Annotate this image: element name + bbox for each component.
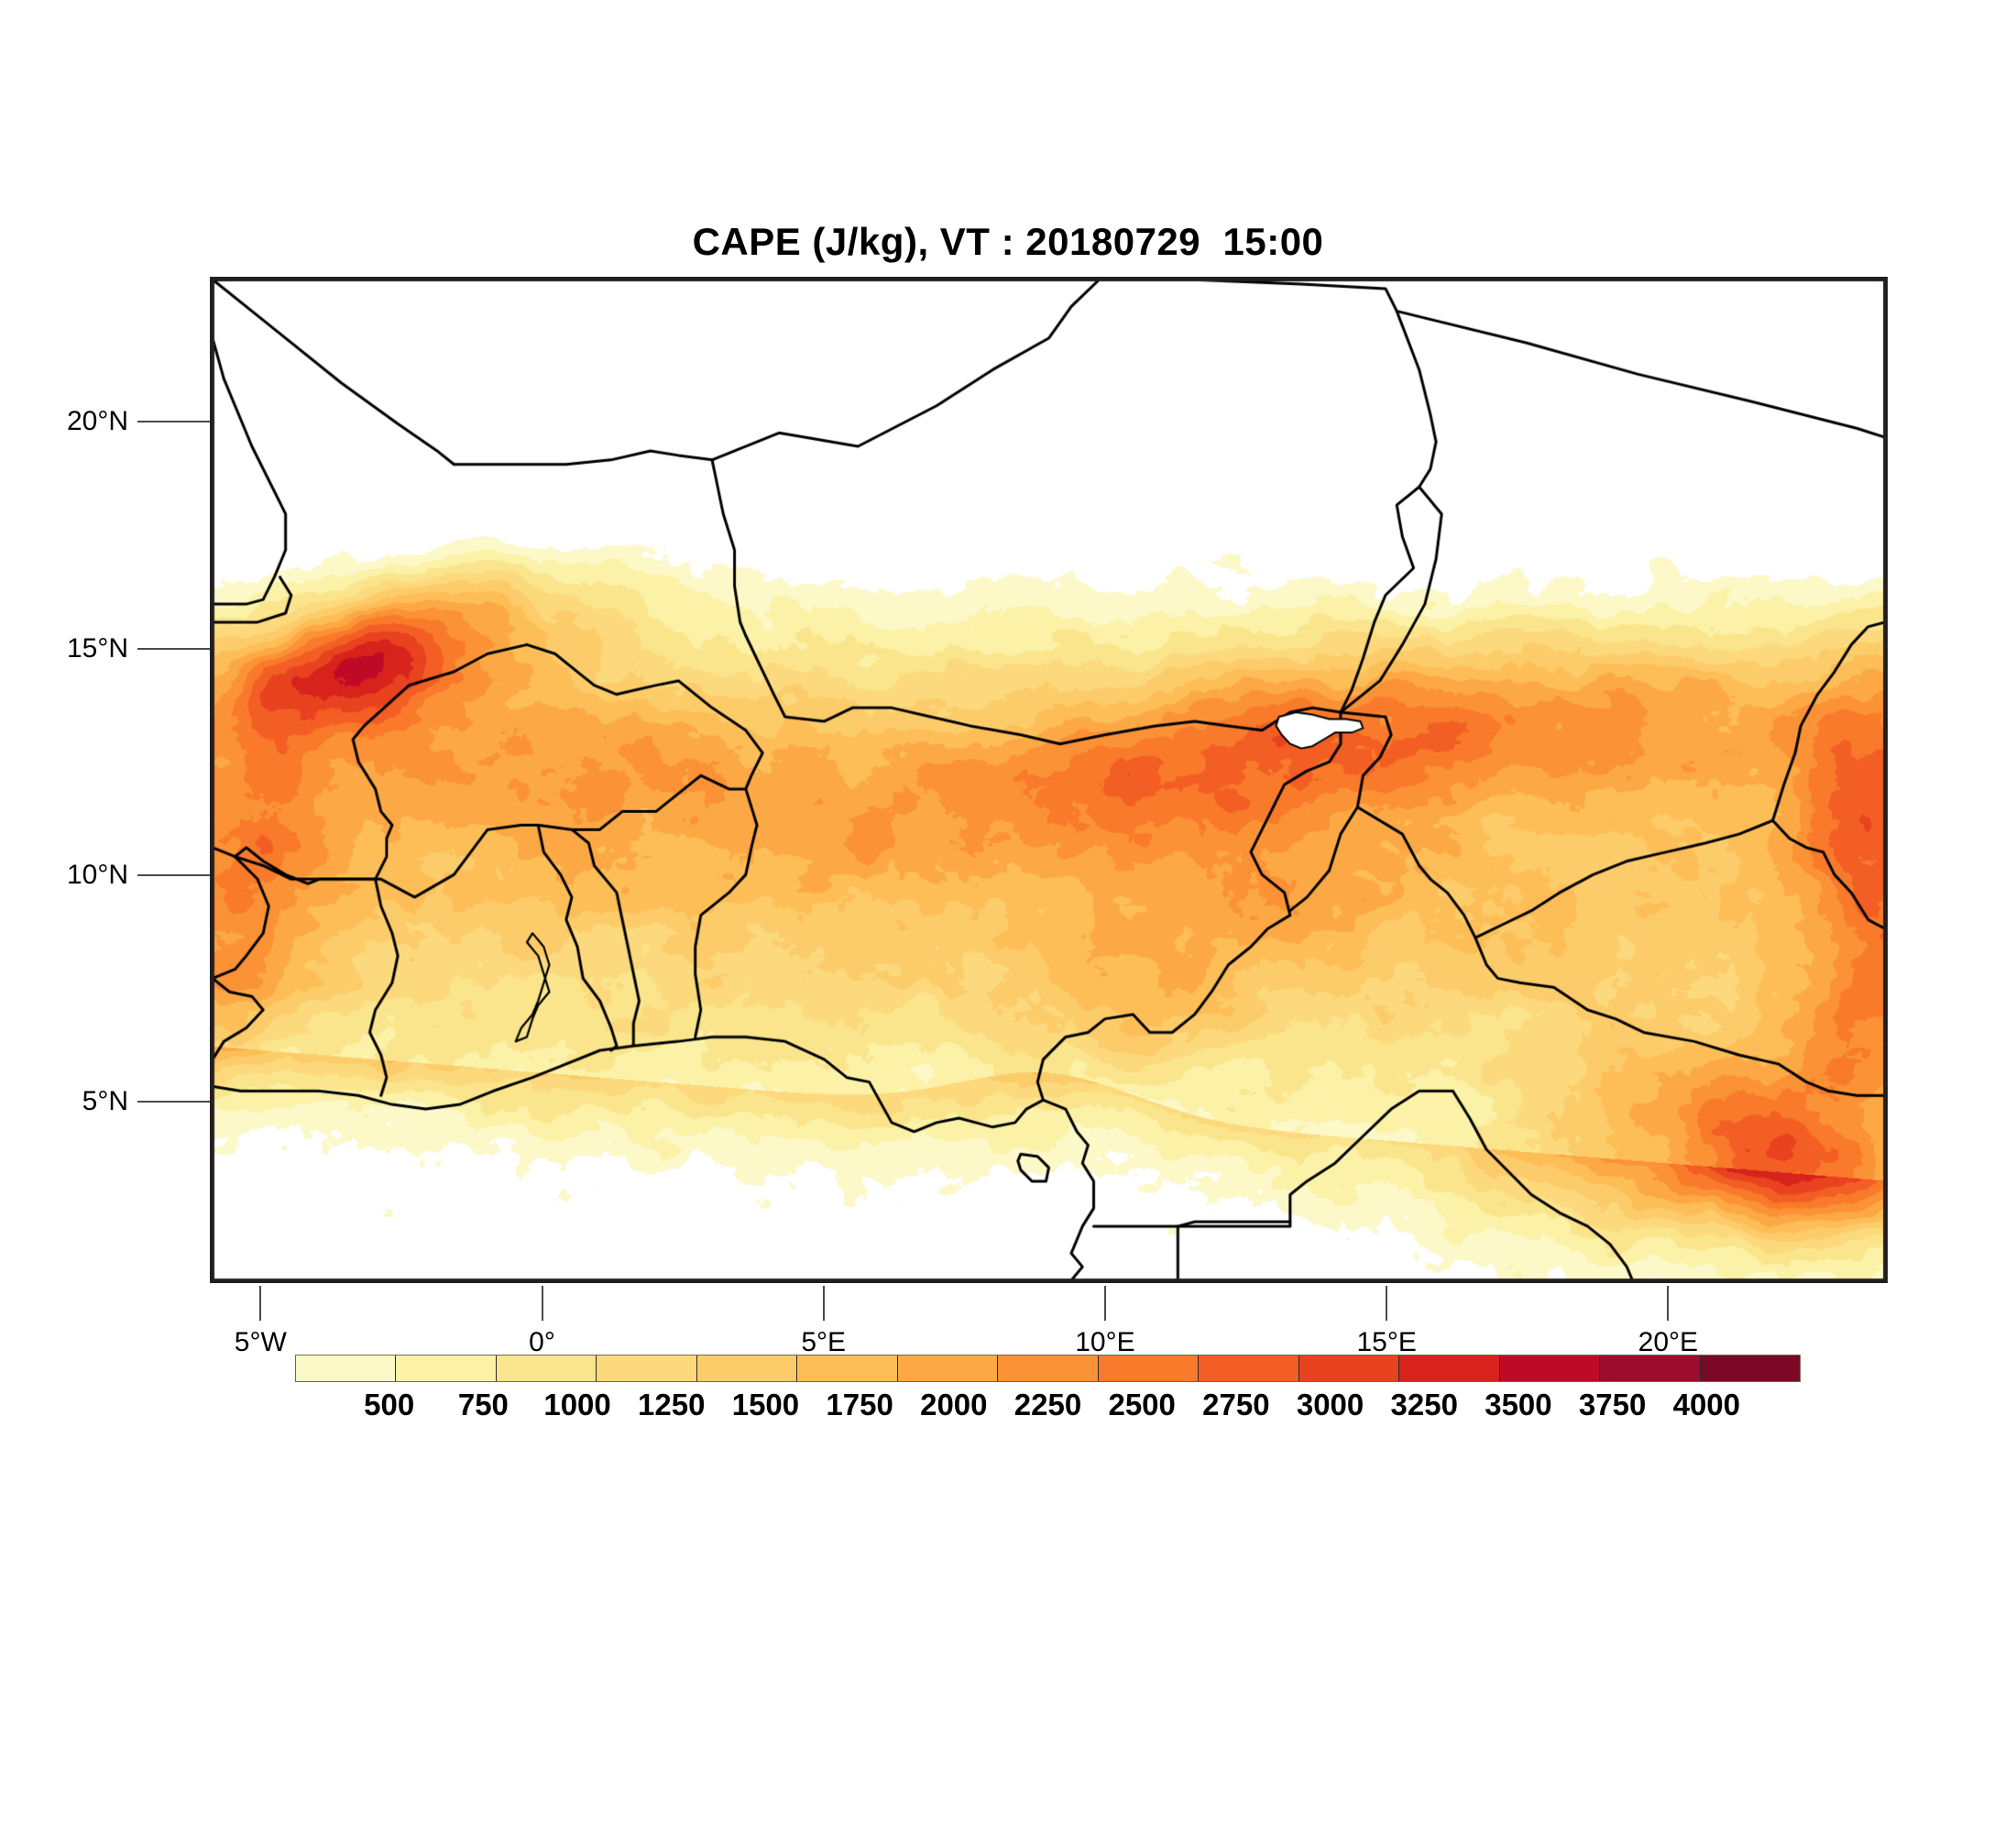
colorbar-swatch [797,1356,898,1381]
x-tick-mark [541,1286,543,1321]
x-tick-label: 0° [529,1327,555,1357]
y-tick-label: 15°N [66,632,128,664]
colorbar-swatch [296,1356,397,1381]
y-tick-mark [137,1101,210,1103]
page-title: CAPE (J/kg), VT : 20180729 15:00 [692,220,1324,263]
colorbar-tick-label: 2000 [920,1388,988,1421]
x-tick-mark [1103,1286,1106,1321]
colorbar-swatch [1600,1356,1701,1381]
colorbar-tick-label: 4000 [1672,1388,1741,1421]
colorbar-tick-label: 2250 [1013,1388,1082,1421]
y-tick-mark [137,421,210,423]
colorbar-swatch [396,1356,497,1381]
colorbar-tick-label: 3000 [1296,1388,1364,1421]
colorbar-tick-label: 2750 [1202,1388,1270,1421]
map-axes[interactable] [210,277,1888,1283]
colorbar-tick-label: 1750 [826,1388,893,1421]
cape-heatmap-canvas [213,280,1885,1280]
colorbar-swatch [1298,1356,1400,1381]
colorbar-swatch [1199,1356,1299,1381]
colorbar-swatch [1700,1356,1801,1381]
x-tick-mark [259,1286,262,1321]
colorbar-swatch [1499,1356,1601,1381]
colorbar-tick-label: 750 [457,1388,509,1421]
x-tick-label: 10°E [1075,1327,1135,1357]
x-tick-label: 5°E [801,1327,847,1357]
colorbar-swatch [998,1356,1099,1381]
colorbar-tick-label: 1250 [638,1388,706,1421]
y-tick-label: 5°N [82,1086,128,1117]
colorbar-swatch [897,1356,999,1381]
colorbar-tick-label: 1000 [543,1388,611,1421]
colorbar-swatch [1098,1356,1200,1381]
x-tick-label: 15°E [1356,1327,1417,1357]
colorbar-tick-label: 500 [364,1388,415,1421]
colorbar-tick-label: 3750 [1578,1388,1647,1421]
colorbar-tick-label: 1500 [731,1388,800,1421]
colorbar-swatch [1399,1356,1500,1381]
y-tick-label: 10°N [66,859,128,890]
colorbar-tick-label: 2500 [1108,1388,1176,1421]
y-tick-mark [137,873,210,876]
colorbar-swatch [597,1356,697,1381]
colorbar-swatch [496,1356,597,1381]
colorbar[interactable] [295,1355,1801,1382]
x-tick-label: 5°W [234,1327,287,1357]
y-tick-mark [137,647,210,650]
colorbar-swatch [696,1356,798,1381]
x-tick-label: 20°E [1638,1327,1699,1357]
x-tick-mark [822,1286,825,1321]
y-tick-label: 20°N [66,406,128,437]
x-tick-mark [1386,1286,1388,1321]
x-tick-mark [1667,1286,1670,1321]
colorbar-tick-label: 3250 [1390,1388,1458,1421]
colorbar-tick-label: 3500 [1485,1388,1552,1421]
